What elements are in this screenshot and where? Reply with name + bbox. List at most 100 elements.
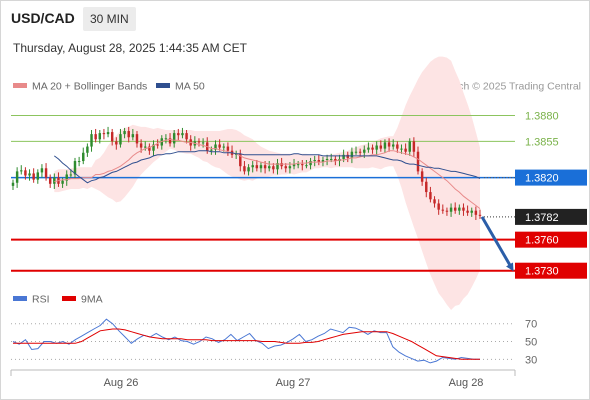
price-panel: 1.3880 1.3855 1.3820 1.3782 1.3760 1.3730 [11,56,587,310]
candle-body [296,164,300,166]
candle-body [288,166,292,169]
ma20-legend-label: MA 20 + Bollinger Bands [32,81,147,93]
candle-body [36,172,40,180]
candle-body [272,166,275,170]
candle-body [458,207,461,211]
candle-body [429,192,432,200]
candle-body [28,173,31,176]
candle-body [425,181,428,193]
candle-body [32,173,35,180]
candle-body [65,174,68,181]
rsi-ma-legend-label: 9MA [81,294,103,306]
level-badge-label: 1.3760 [525,235,559,247]
candle-body [305,165,308,167]
candle-body [11,182,15,186]
candle-body [251,165,254,168]
candle-body [86,146,89,153]
candle-body [152,144,155,151]
candle-body [470,210,473,213]
candle-body [98,133,102,140]
rsi-legend-label: RSI [32,294,50,306]
candle-body [358,151,362,153]
candle-body [90,134,93,147]
candle-body [313,160,316,162]
candle-body [466,210,469,213]
resistance-label: 1.3855 [525,136,559,148]
candle-body [40,168,44,173]
candle-body [400,148,403,150]
candle-body [259,165,263,169]
candle-body [239,153,242,167]
candle-body [354,151,358,153]
resistance-label: 1.3880 [525,111,559,123]
candle-body [284,166,287,169]
candle-body [144,146,147,148]
candle-body [135,134,139,144]
candle-body [77,161,81,163]
candle-body [445,210,449,212]
level-badge-pivot [515,169,587,186]
candle-body [404,148,407,152]
candle-body [226,146,230,151]
rsi-tick-label: 50 [525,337,537,349]
rsi-ma-legend-swatch [62,296,76,301]
candle-body [325,158,329,160]
candle-body [82,152,85,162]
symbol-title: USD/CAD [11,10,75,26]
candle-body [148,146,151,151]
candle-body [387,142,391,147]
candle-body [416,151,420,172]
candle-body [334,158,337,162]
candle-body [396,144,399,149]
candle-body [210,149,213,151]
candle-body [350,151,354,158]
candle-body [172,133,176,144]
candle-body [115,141,118,145]
candle-body [127,131,130,138]
research-credit: Research © 2025 Trading Central [424,81,581,93]
candle-body [437,203,440,210]
candle-body [375,145,378,150]
candle-body [280,163,283,167]
ma20-line [54,138,481,209]
candle-body [268,166,271,169]
candle-body [164,138,168,140]
forecast-arrow [480,216,514,272]
candle-body [218,144,221,148]
candle-body [329,158,333,160]
candle-body [53,177,56,184]
candle-body [433,199,436,204]
candle-body [449,207,453,212]
level-badge-label: 1.3820 [525,173,559,185]
candle-body [367,147,370,150]
candle-body [255,165,259,169]
time-axis: Aug 26 Aug 27 Aug 28 [10,369,516,389]
candle-body [156,144,159,146]
candle-body [197,141,201,143]
candle-body [317,160,321,163]
candle-body [379,145,383,149]
candle-body [168,138,172,144]
candle-body [441,209,445,211]
rsi-tick-label: 70 [525,319,537,331]
candle-body [201,142,205,144]
main-legend: MA 20 + Bollinger Bands MA 50 Research ©… [13,81,581,93]
time-tick-label: Aug 26 [104,377,139,389]
ma50-legend-swatch [156,83,170,88]
candle-body [48,177,52,184]
rsi-legend: RSI 9MA [13,294,103,306]
candle-body [412,141,416,152]
candle-body [20,170,23,172]
candle-body [61,180,64,184]
ma50-line [54,150,481,184]
time-tick-label: Aug 28 [449,377,484,389]
ma20-legend-swatch [13,83,27,88]
candle-body [408,141,411,152]
level-badge-label: 1.3730 [525,266,559,278]
timeframe-button[interactable]: 30 MIN [83,7,136,31]
candle-body [478,214,482,216]
candle-body [420,171,424,182]
candle-body [301,164,304,166]
candle-body [453,207,457,211]
rsi-line [12,318,480,364]
